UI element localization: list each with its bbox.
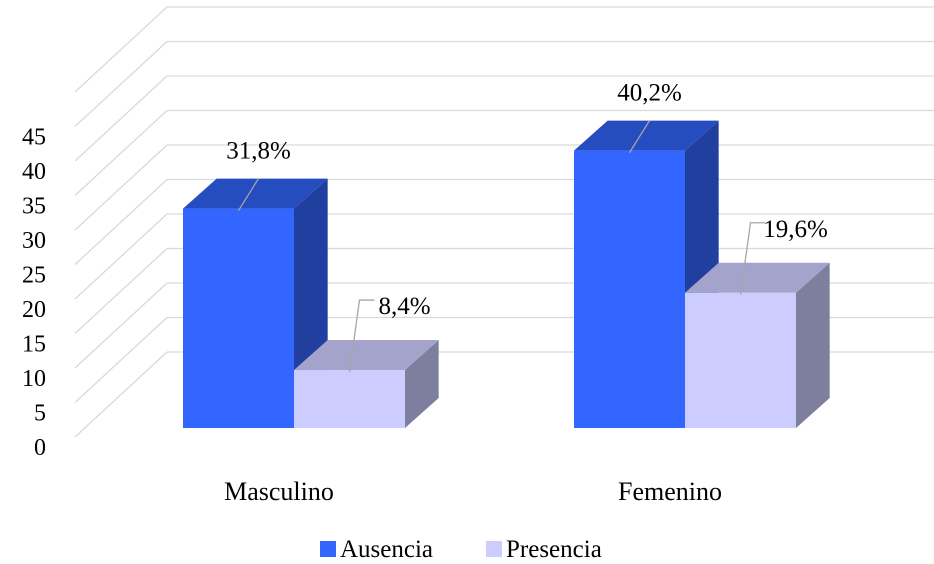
data-label: 31,8% bbox=[226, 138, 291, 165]
gridline-diagonal bbox=[74, 75, 168, 162]
gridline-diagonal bbox=[74, 213, 168, 300]
gridline-diagonal bbox=[74, 282, 168, 369]
category-label: Masculino bbox=[224, 477, 334, 506]
data-label: 40,2% bbox=[617, 80, 682, 107]
bar-front-face bbox=[183, 208, 294, 428]
legend-label: Presencia bbox=[506, 536, 602, 563]
data-label: 8,4% bbox=[378, 293, 430, 320]
bar-side-face bbox=[405, 340, 439, 428]
gridline-diagonal bbox=[74, 351, 168, 438]
bar-side-face bbox=[796, 262, 830, 428]
data-label: 19,6% bbox=[763, 216, 828, 243]
gridline-diagonal bbox=[74, 248, 168, 334]
bar-top-face bbox=[294, 340, 439, 371]
bar-presencia-femenino bbox=[685, 262, 830, 428]
legend-swatch bbox=[486, 541, 502, 557]
y-tick-label: 20 bbox=[22, 297, 46, 323]
x-axis-categories: Masculino Femenino bbox=[224, 477, 722, 506]
category-label: Femenino bbox=[618, 477, 722, 506]
y-tick-label: 35 bbox=[22, 194, 46, 220]
y-tick-label: 10 bbox=[22, 366, 46, 392]
y-tick-label: 15 bbox=[22, 332, 46, 358]
gridline-diagonal bbox=[74, 179, 168, 265]
bar-top-face bbox=[183, 178, 328, 209]
leader-line bbox=[237, 178, 260, 211]
gridline-diagonal bbox=[74, 144, 168, 231]
bar-top-face bbox=[574, 120, 719, 151]
gridline-diagonal bbox=[74, 6, 168, 93]
bar-front-face bbox=[294, 370, 405, 428]
y-tick-label: 0 bbox=[34, 435, 46, 461]
y-tick-label: 45 bbox=[22, 125, 46, 151]
bars bbox=[183, 120, 830, 429]
legend: Ausencia Presencia bbox=[320, 536, 602, 563]
bar-front-face bbox=[574, 150, 685, 428]
y-tick-label: 25 bbox=[22, 263, 46, 289]
legend-swatch bbox=[320, 541, 336, 557]
bar-front-face bbox=[685, 292, 796, 428]
data-labels: 31,8% 8,4% 40,2% 19,6% bbox=[226, 80, 828, 373]
y-axis-ticks: 0 5 10 15 20 25 30 35 40 45 bbox=[22, 125, 46, 462]
leader-line bbox=[628, 120, 651, 153]
leader-line bbox=[348, 299, 375, 373]
bar-presencia-masculino bbox=[294, 340, 439, 428]
y-tick-label: 5 bbox=[34, 401, 46, 427]
y-tick-label: 40 bbox=[22, 159, 46, 185]
gridline-diagonal bbox=[74, 317, 168, 403]
legend-label: Ausencia bbox=[340, 536, 433, 563]
gridline-diagonal bbox=[74, 41, 168, 127]
gridline-diagonal bbox=[74, 110, 168, 196]
leader-line bbox=[739, 222, 766, 295]
y-tick-label: 30 bbox=[22, 228, 46, 254]
bar-top-face bbox=[685, 262, 830, 293]
